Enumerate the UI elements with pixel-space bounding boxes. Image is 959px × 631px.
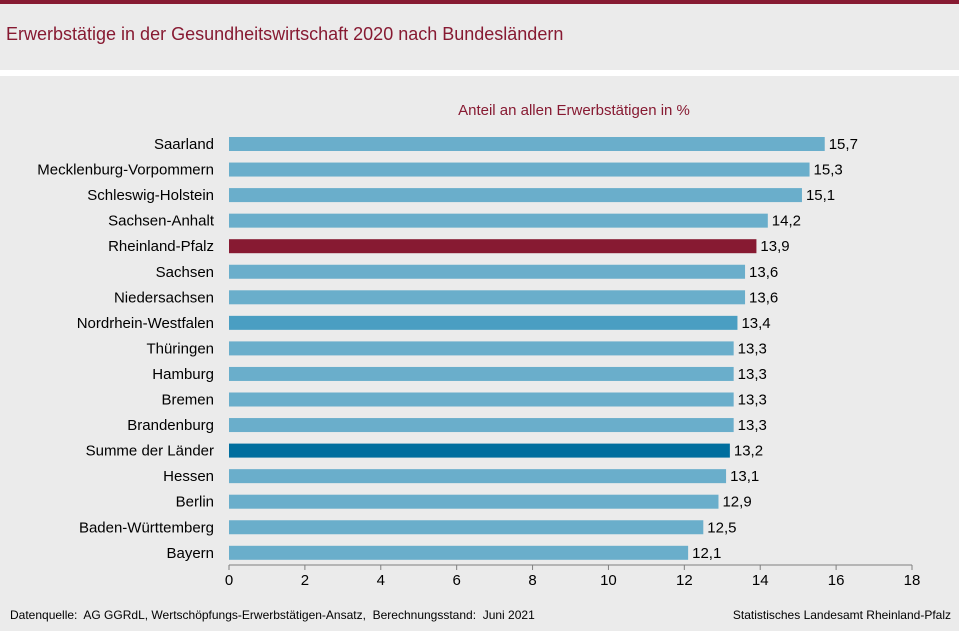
category-label: Hamburg (152, 366, 214, 383)
top-accent-bar (0, 0, 959, 4)
bar (229, 494, 719, 509)
category-label: Saarland (154, 136, 214, 153)
chart-main-title: Erwerbstätige in der Gesundheitswirtscha… (6, 24, 564, 44)
publisher-note: Statistisches Landesamt Rheinland-Pfalz (732, 608, 951, 622)
value-label: 13,6 (749, 289, 778, 306)
bar (229, 188, 802, 203)
category-label: Schleswig-Holstein (87, 187, 214, 204)
x-tick-label: 4 (377, 572, 385, 589)
bar (229, 341, 734, 356)
category-label: Sachsen-Anhalt (108, 213, 215, 230)
value-label: 13,9 (760, 238, 789, 255)
category-label: Hessen (163, 468, 214, 485)
value-label: 13,3 (738, 417, 767, 434)
bar (229, 213, 768, 228)
data-source-note: Datenquelle: AG GGRdL, Wertschöpfungs-Er… (10, 608, 535, 622)
bar (229, 239, 757, 254)
value-label: 13,3 (738, 366, 767, 383)
bar (229, 520, 704, 535)
chart-subtitle: Anteil an allen Erwerbstätigen in % (458, 102, 690, 119)
bar (229, 162, 810, 177)
value-label: 12,5 (707, 519, 736, 536)
value-label: 12,9 (722, 494, 751, 511)
x-tick-label: 10 (600, 572, 617, 589)
category-label: Rheinland-Pfalz (108, 238, 214, 255)
value-label: 15,1 (806, 187, 835, 204)
value-label: 15,3 (814, 162, 843, 179)
value-label: 14,2 (772, 213, 801, 230)
value-label: 12,1 (692, 545, 721, 562)
value-label: 13,3 (738, 340, 767, 357)
x-tick-label: 14 (752, 572, 769, 589)
bar (229, 545, 689, 560)
bar (229, 137, 825, 151)
category-label: Sachsen (156, 264, 214, 281)
x-tick-label: 16 (828, 572, 845, 589)
bar (229, 366, 734, 381)
x-tick-label: 2 (301, 572, 309, 589)
category-label: Thüringen (146, 340, 214, 357)
value-label: 13,1 (730, 468, 759, 485)
category-label: Brandenburg (127, 417, 214, 434)
category-label: Mecklenburg-Vorpommern (37, 162, 214, 179)
bar (229, 418, 734, 433)
value-label: 15,7 (829, 136, 858, 153)
x-tick-label: 0 (225, 572, 233, 589)
x-tick-label: 18 (904, 572, 921, 589)
x-tick-label: 6 (452, 572, 460, 589)
category-label: Bayern (166, 545, 214, 562)
bar (229, 469, 727, 484)
x-tick-label: 8 (528, 572, 536, 589)
value-label: 13,2 (734, 443, 763, 460)
x-tick-label: 12 (676, 572, 693, 589)
value-label: 13,6 (749, 264, 778, 281)
header-divider (0, 70, 959, 76)
bar (229, 264, 746, 279)
category-label: Berlin (176, 494, 214, 511)
bar (229, 392, 734, 407)
value-label: 13,3 (738, 392, 767, 409)
category-label: Nordrhein-Westfalen (77, 315, 214, 332)
bar (229, 290, 746, 305)
category-label: Niedersachsen (114, 289, 214, 306)
category-label: Summe der Länder (86, 443, 214, 460)
bar (229, 443, 730, 458)
bar (229, 315, 738, 330)
value-label: 13,4 (741, 315, 770, 332)
category-label: Baden-Württemberg (79, 519, 214, 536)
category-label: Bremen (161, 392, 214, 409)
